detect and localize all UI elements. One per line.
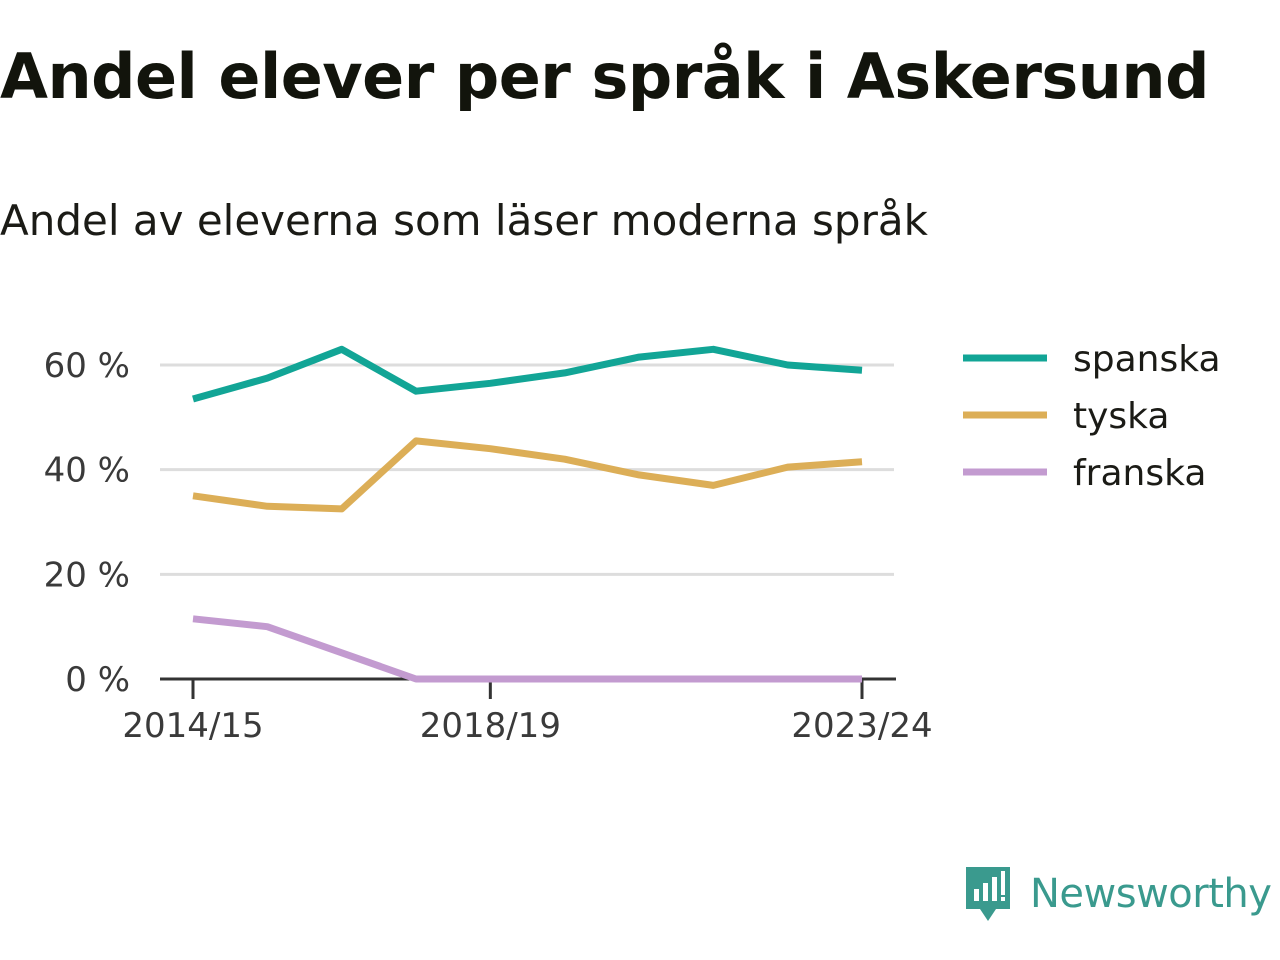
- y-tick-label: 60 %: [44, 346, 130, 386]
- x-tick-label: 2018/19: [420, 706, 561, 746]
- y-tick-label: 40 %: [44, 451, 130, 491]
- legend-label-franska: franska: [1073, 453, 1206, 494]
- x-tick-label: 2014/15: [122, 706, 263, 746]
- y-tick-label: 20 %: [44, 555, 130, 595]
- y-tick-label: 0 %: [65, 660, 130, 700]
- axes: 0 % 20 % 40 % 60 % 2014/15 2018/19 2023/24: [44, 346, 933, 746]
- brand-name: Newsworthy: [1030, 871, 1272, 917]
- newsworthy-brand: Newsworthy: [962, 862, 1272, 926]
- legend-label-tyska: tyska: [1073, 396, 1169, 437]
- chart-subtitle: Andel av eleverna som läser moderna språ…: [0, 196, 928, 245]
- legend-label-spanska: spanska: [1073, 339, 1221, 380]
- newsworthy-logo-icon: [966, 867, 1010, 921]
- series-line-franska: [192, 615, 862, 683]
- series-lines: [192, 345, 863, 683]
- series-line-spanska: [192, 345, 863, 403]
- legend: spanska tyska franska: [963, 339, 1221, 494]
- chart-title: Andel elever per språk i Askersund: [0, 40, 1209, 113]
- series-line-tyska: [192, 437, 863, 513]
- x-tick-label: 2023/24: [791, 706, 932, 746]
